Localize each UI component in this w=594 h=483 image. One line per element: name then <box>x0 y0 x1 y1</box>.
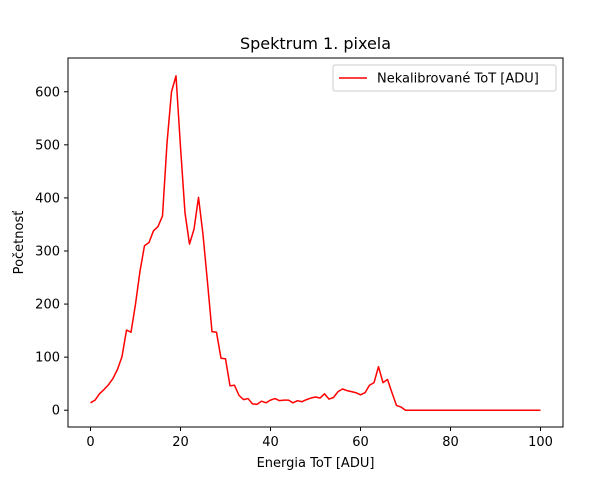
chart-title: Spektrum 1. pixela <box>240 34 391 53</box>
y-tick-label: 500 <box>35 138 60 153</box>
legend-label: Nekalibrované ToT [ADU] <box>377 72 539 87</box>
x-tick-label: 40 <box>262 435 279 450</box>
plot-frame <box>67 57 564 428</box>
x-tick-label: 80 <box>442 435 459 450</box>
x-tick-label: 20 <box>172 435 189 450</box>
x-tick-label: 0 <box>86 435 94 450</box>
x-axis-title: Energia ToT [ADU] <box>257 456 375 471</box>
y-axis: 0 100 200 300 400 500 600 <box>35 85 68 419</box>
x-axis: 0 20 40 60 80 100 <box>86 427 553 450</box>
y-tick-label: 0 <box>52 404 60 419</box>
y-axis-title: Početnosť <box>12 211 27 275</box>
y-tick-label: 400 <box>35 191 60 206</box>
x-tick-label: 60 <box>352 435 369 450</box>
legend-box <box>332 64 557 92</box>
y-tick-label: 600 <box>35 85 60 100</box>
legend: Nekalibrované ToT [ADU] <box>332 64 557 92</box>
y-tick-label: 200 <box>35 298 60 313</box>
x-tick-label: 100 <box>528 435 553 450</box>
y-tick-label: 300 <box>35 244 60 259</box>
plot-area <box>90 75 541 411</box>
series-line <box>90 75 541 411</box>
y-tick-label: 100 <box>35 351 60 366</box>
